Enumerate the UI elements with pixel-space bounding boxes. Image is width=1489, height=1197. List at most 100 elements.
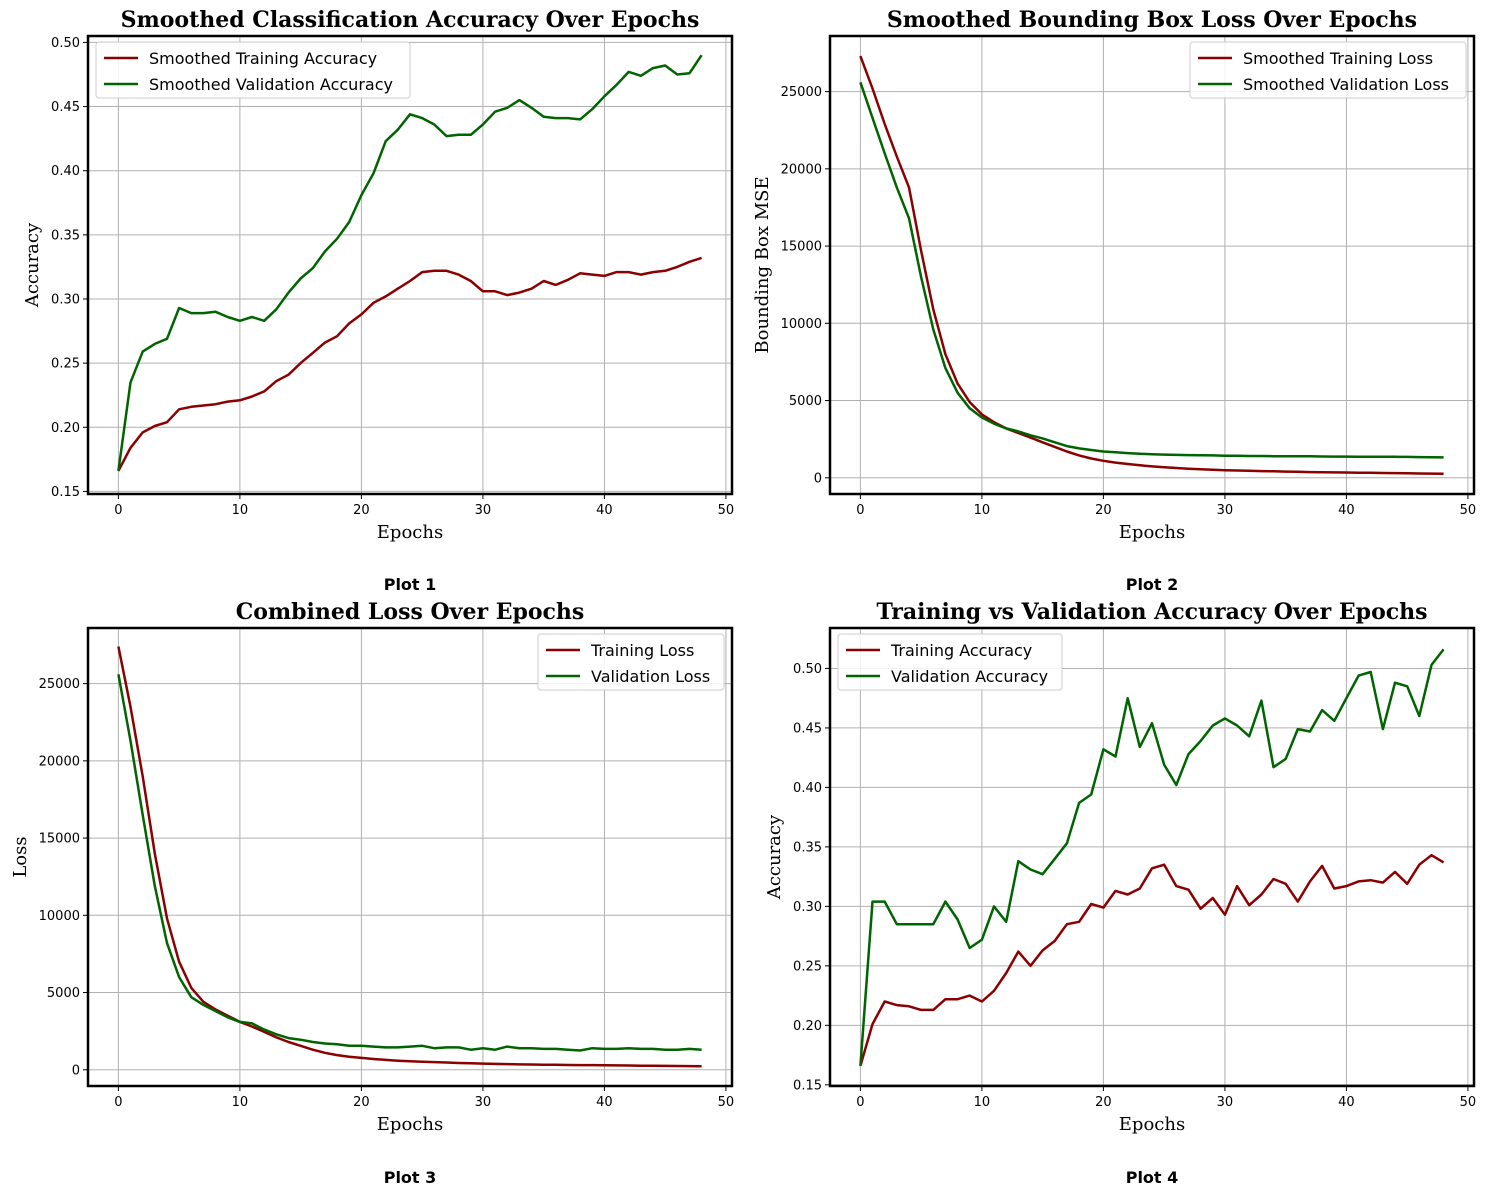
x-tick-label: 0: [114, 1095, 122, 1110]
chart-title: Smoothed Classification Accuracy Over Ep…: [121, 7, 700, 33]
axes-frame: [86, 34, 734, 496]
x-tick-label: 30: [1217, 1095, 1234, 1110]
y-tick-label: 10000: [39, 909, 80, 924]
y-tick-label: 0: [72, 1063, 80, 1078]
y-tick-label: 0.40: [51, 164, 80, 179]
legend-box: [95, 41, 411, 99]
y-tick-label: 0.25: [51, 357, 80, 372]
legend-box: [837, 633, 1063, 691]
axes-frame: [828, 626, 1476, 1088]
y-tick-label: 0.50: [793, 662, 822, 677]
legend-label: Smoothed Validation Loss: [1243, 75, 1449, 94]
x-tick-label: 20: [1095, 1095, 1112, 1110]
chart-panel-1: 0 10 20 30 40 50 0.15 0.20 0.25 0.30 0.35 0.40 0.45 0…: [22, 7, 734, 594]
x-tick-label: 20: [1095, 503, 1112, 518]
panel-label: Plot 3: [384, 1168, 437, 1187]
series-line-training: [859, 55, 1444, 476]
legend-label: Validation Loss: [591, 667, 710, 686]
x-tick-label: 50: [718, 1095, 735, 1110]
series-line-validation: [859, 648, 1445, 1066]
y-tick-label: 0.15: [793, 1078, 822, 1093]
x-tick-label: 40: [596, 503, 613, 518]
y-tick-label: 20000: [781, 162, 822, 177]
y-axis-label: Accuracy: [764, 814, 785, 900]
x-tick-label: 10: [974, 503, 991, 518]
x-tick-label: 20: [353, 1095, 370, 1110]
y-tick-label: 0.15: [51, 485, 80, 500]
y-tick-label: 0.35: [51, 228, 80, 243]
legend-box: [537, 633, 725, 691]
x-axis-label: Epochs: [1119, 1114, 1185, 1135]
y-tick-label: 0.40: [793, 781, 822, 796]
legend: Smoothed Training Accuracy Smoothed Valid…: [95, 41, 411, 99]
x-tick-label: 50: [1460, 503, 1477, 518]
x-axis-label: Epochs: [377, 1114, 443, 1135]
y-tick-label: 0.45: [793, 721, 822, 736]
chart-panel-2: 0 10 20 30 40 50 0 5000 10000 15000 20000 25000 Smoo…: [752, 7, 1476, 594]
x-axis-label: Epochs: [377, 522, 443, 543]
series-line-training: [859, 853, 1445, 1067]
x-tick-label: 0: [856, 503, 864, 518]
series-line-training: [117, 646, 702, 1068]
legend-label: Validation Accuracy: [891, 667, 1048, 686]
y-tick-label: 0.20: [793, 1019, 822, 1034]
panel-label: Plot 1: [384, 575, 437, 594]
panel-label: Plot 4: [1126, 1168, 1179, 1187]
series-line-validation: [859, 81, 1444, 459]
y-tick-label: 25000: [781, 85, 822, 100]
legend-label: Smoothed Training Accuracy: [149, 49, 377, 68]
chart-title: Smoothed Bounding Box Loss Over Epochs: [887, 7, 1417, 33]
legend: Training Loss Validation Loss: [537, 633, 725, 691]
y-tick-label: 25000: [39, 677, 80, 692]
x-tick-label: 10: [232, 1095, 249, 1110]
legend: Smoothed Training Loss Smoothed Validatio…: [1189, 41, 1467, 99]
legend-label: Smoothed Training Loss: [1243, 49, 1433, 68]
x-tick-label: 40: [1338, 503, 1355, 518]
x-tick-label: 50: [718, 503, 735, 518]
x-tick-label: 40: [596, 1095, 613, 1110]
legend-box: [1189, 41, 1467, 99]
y-tick-label: 15000: [39, 832, 80, 847]
x-tick-label: 10: [232, 503, 249, 518]
series-line-validation: [117, 54, 703, 472]
y-tick-label: 0.30: [51, 292, 80, 307]
x-tick-label: 10: [974, 1095, 991, 1110]
chart-panel-3: 0 10 20 30 40 50 0 5000 10000 15000 20000 25000 Comb…: [10, 599, 734, 1187]
y-tick-label: 0.30: [793, 900, 822, 915]
y-tick-label: 0.35: [793, 840, 822, 855]
y-tick-label: 0.20: [51, 421, 80, 436]
y-axis-label: Accuracy: [22, 222, 43, 308]
y-tick-label: 10000: [781, 317, 822, 332]
y-axis-label: Loss: [10, 836, 31, 877]
axes-frame: [828, 34, 1476, 496]
x-tick-label: 0: [856, 1095, 864, 1110]
x-tick-label: 20: [353, 503, 370, 518]
panel-label: Plot 2: [1126, 575, 1179, 594]
chart-title: Training vs Validation Accuracy Over Epo…: [876, 599, 1427, 625]
y-tick-label: 20000: [39, 754, 80, 769]
y-tick-label: 0.25: [793, 959, 822, 974]
y-tick-label: 5000: [789, 394, 822, 409]
chart-panel-4: 0 10 20 30 40 50 0.15 0.20 0.25 0.30 0.35 0.40 0.45 0…: [764, 599, 1476, 1187]
y-axis-label: Bounding Box MSE: [752, 176, 773, 353]
y-tick-label: 15000: [781, 240, 822, 255]
x-tick-label: 30: [475, 1095, 492, 1110]
axes-frame: [86, 626, 734, 1088]
x-axis-label: Epochs: [1119, 522, 1185, 543]
chart-title: Combined Loss Over Epochs: [236, 599, 585, 625]
y-tick-label: 0: [814, 471, 822, 486]
legend-label: Training Loss: [590, 641, 694, 660]
x-tick-label: 30: [1217, 503, 1234, 518]
x-tick-label: 40: [1338, 1095, 1355, 1110]
y-tick-label: 0.50: [51, 36, 80, 51]
y-tick-label: 5000: [47, 986, 80, 1001]
series-line-validation: [117, 674, 702, 1052]
legend-label: Training Accuracy: [890, 641, 1032, 660]
legend-label: Smoothed Validation Accuracy: [149, 75, 393, 94]
x-tick-label: 50: [1460, 1095, 1477, 1110]
x-tick-label: 0: [114, 503, 122, 518]
x-tick-label: 30: [475, 503, 492, 518]
series-line-training: [117, 256, 702, 472]
y-tick-label: 0.45: [51, 100, 80, 115]
